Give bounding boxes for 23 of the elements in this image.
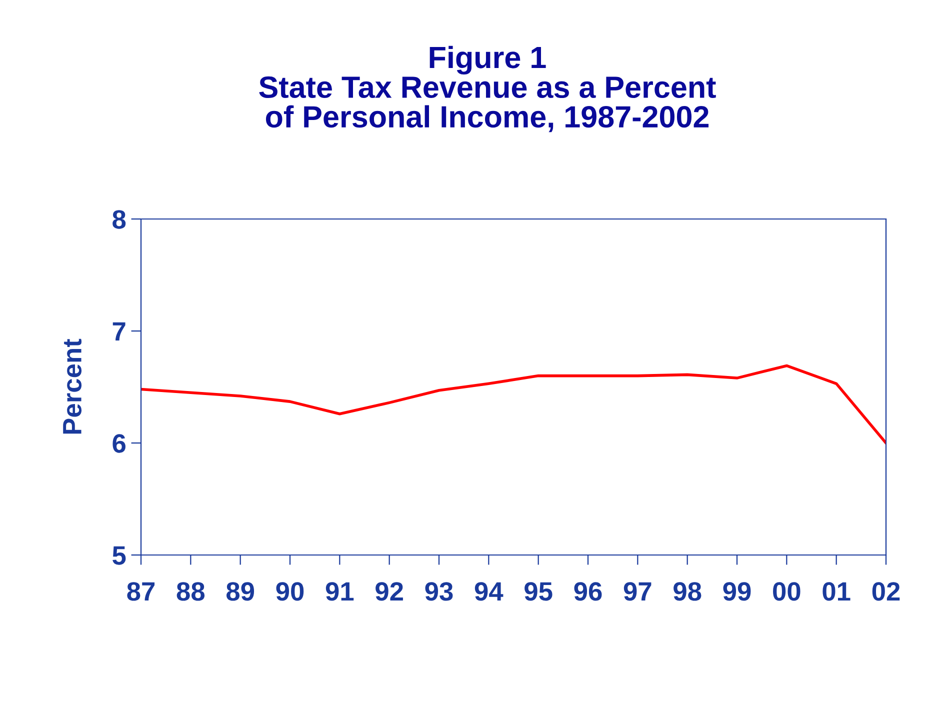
x-tick-label: 95 — [524, 582, 552, 601]
x-tick-label: 90 — [276, 582, 304, 601]
x-tick-label: 01 — [822, 582, 850, 601]
x-tick-label: 87 — [127, 582, 155, 601]
x-tick-label: 93 — [425, 582, 453, 601]
x-tick-label: 88 — [176, 582, 205, 601]
x-tick-label: 97 — [624, 582, 652, 601]
x-tick-label: 94 — [474, 582, 504, 601]
y-axis-title: Percent — [63, 338, 82, 434]
line-series — [141, 364, 886, 444]
x-tick-label: 92 — [376, 582, 403, 601]
y-tick-label: 8 — [112, 210, 126, 229]
x-tick-label: 99 — [723, 582, 751, 601]
x-tick-label: 02 — [872, 582, 900, 601]
y-tick-label: 6 — [112, 434, 126, 453]
y-tick-label: 5 — [112, 546, 126, 565]
y-tick-label: 7 — [112, 322, 126, 341]
x-tick-label: 98 — [674, 582, 702, 601]
x-tick-label: 96 — [574, 582, 602, 601]
x-tick-label: 91 — [326, 582, 354, 601]
x-tick-label: 89 — [226, 582, 254, 601]
x-tick-label: 00 — [773, 582, 800, 601]
chart-title: Figure 1 State Tax Revenue as a Percent of Personal Income, 1987-2002 — [259, 46, 716, 132]
